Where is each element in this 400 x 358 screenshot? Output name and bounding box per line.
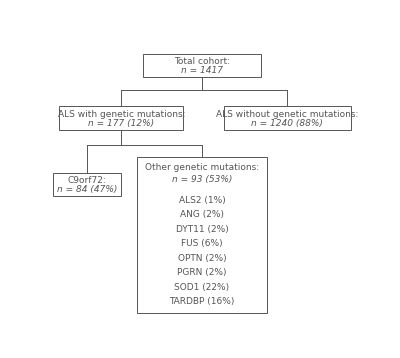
FancyBboxPatch shape xyxy=(224,106,351,130)
Text: n = 1417: n = 1417 xyxy=(181,66,223,75)
Text: ALS2 (1%): ALS2 (1%) xyxy=(178,196,225,205)
Text: Total cohort:: Total cohort: xyxy=(174,57,230,66)
FancyBboxPatch shape xyxy=(143,54,261,77)
Text: ALS without genetic mutations:: ALS without genetic mutations: xyxy=(216,110,358,118)
Text: DYT11 (2%): DYT11 (2%) xyxy=(176,225,228,234)
Text: Other genetic mutations:: Other genetic mutations: xyxy=(145,163,259,172)
Text: n = 84 (47%): n = 84 (47%) xyxy=(57,185,117,194)
FancyBboxPatch shape xyxy=(59,106,183,130)
Text: TARDBP (16%): TARDBP (16%) xyxy=(169,297,234,306)
Text: ALS with genetic mutations:: ALS with genetic mutations: xyxy=(58,110,185,118)
FancyBboxPatch shape xyxy=(53,173,121,196)
Text: SOD1 (22%): SOD1 (22%) xyxy=(174,283,230,292)
Text: C9orf72:: C9orf72: xyxy=(68,176,106,185)
Text: n = 1240 (88%): n = 1240 (88%) xyxy=(251,119,323,128)
FancyBboxPatch shape xyxy=(137,158,267,313)
Text: n = 93 (53%): n = 93 (53%) xyxy=(172,175,232,184)
Text: n = 177 (12%): n = 177 (12%) xyxy=(88,119,154,128)
Text: PGRN (2%): PGRN (2%) xyxy=(177,268,227,277)
Text: ANG (2%): ANG (2%) xyxy=(180,211,224,219)
Text: OPTN (2%): OPTN (2%) xyxy=(178,254,226,263)
Text: FUS (6%): FUS (6%) xyxy=(181,240,223,248)
